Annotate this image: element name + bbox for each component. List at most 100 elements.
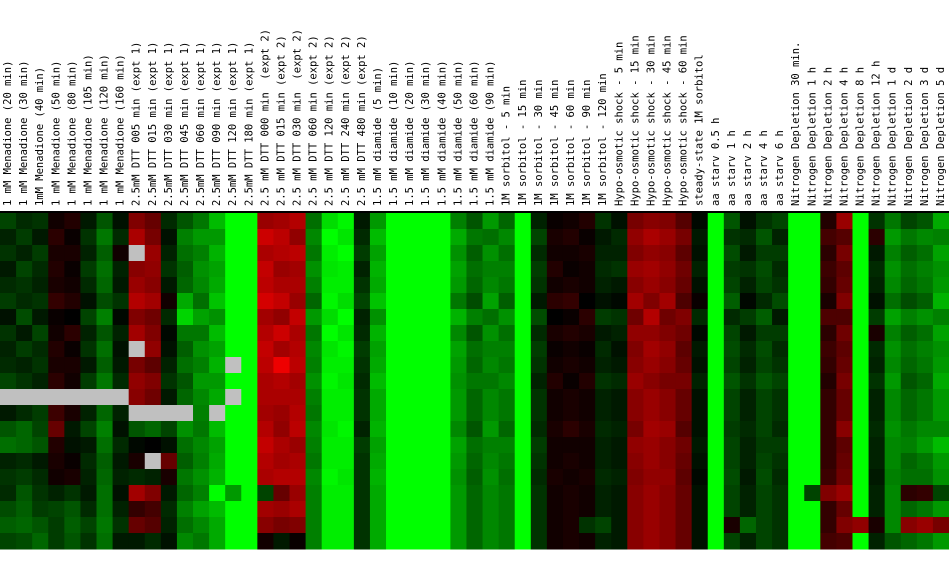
heatmap-cell <box>482 453 500 470</box>
heatmap-cell <box>402 405 419 422</box>
heatmap-cell <box>257 485 274 502</box>
heatmap-cell <box>225 389 242 406</box>
heatmap-cell <box>868 261 886 278</box>
heatmap-cell <box>884 437 902 454</box>
heatmap-cell <box>0 293 17 310</box>
heatmap-cell <box>546 469 564 486</box>
heatmap-cell <box>932 533 949 550</box>
heatmap-cell <box>0 261 17 278</box>
heatmap-cell <box>707 517 725 534</box>
heatmap-cell <box>900 501 918 518</box>
heatmap-cell <box>369 309 387 326</box>
heatmap-cell <box>418 533 435 550</box>
heatmap-cell <box>772 325 789 342</box>
heatmap-cell <box>514 437 532 454</box>
heatmap-cell <box>144 533 162 550</box>
heatmap-cell <box>595 261 612 278</box>
heatmap-cell <box>369 261 387 278</box>
heatmap-cell <box>80 277 98 294</box>
heatmap-cell <box>241 357 258 374</box>
heatmap-cell <box>691 373 709 390</box>
heatmap-cell <box>755 357 773 374</box>
heatmap-cell <box>96 421 114 438</box>
heatmap-cell <box>739 501 757 518</box>
column-label: Nitrogen Depletion 5 d <box>935 67 947 206</box>
heatmap-cell <box>755 533 773 550</box>
heatmap-cell <box>176 309 194 326</box>
heatmap-cell <box>386 421 403 438</box>
column-label: 1 mM Menadione (160 min) <box>115 54 127 206</box>
heatmap-cell <box>900 325 918 342</box>
heatmap-cell <box>64 325 81 342</box>
heatmap-cell <box>820 341 837 358</box>
heatmap-cell <box>884 389 902 406</box>
heatmap-cell <box>80 437 98 454</box>
heatmap-cell <box>386 325 403 342</box>
heatmap-cell <box>530 245 548 262</box>
heatmap-cell <box>273 341 291 358</box>
column-label: 1 mM Menadione (20 min) <box>2 61 14 206</box>
heatmap-cell <box>112 277 130 294</box>
heatmap-cell <box>96 405 114 422</box>
heatmap-cell <box>112 533 130 550</box>
heatmap-cell <box>144 357 162 374</box>
heatmap-cell <box>852 293 870 310</box>
heatmap-cell <box>707 357 725 374</box>
heatmap-cell <box>450 437 467 454</box>
heatmap-cell <box>0 453 17 470</box>
heatmap-cell <box>96 453 114 470</box>
heatmap-cell <box>337 437 355 454</box>
heatmap-cell <box>659 389 677 406</box>
heatmap-cell <box>772 533 789 550</box>
heatmap-cell <box>241 469 258 486</box>
heatmap-cell <box>498 277 516 294</box>
heatmap-cell <box>386 389 403 406</box>
heatmap-cell <box>176 421 194 438</box>
heatmap-cell <box>514 405 532 422</box>
heatmap-cell <box>739 533 757 550</box>
heatmap-cell <box>257 437 274 454</box>
heatmap-cell <box>932 389 949 406</box>
heatmap-cell <box>209 533 226 550</box>
heatmap-cell <box>434 437 451 454</box>
heatmap-cell <box>820 437 837 454</box>
heatmap-cell <box>48 293 65 310</box>
heatmap-cell <box>32 517 49 534</box>
heatmap-cell <box>900 533 918 550</box>
heatmap-cell <box>369 501 387 518</box>
heatmap-cell <box>627 501 644 518</box>
heatmap-cell <box>32 357 49 374</box>
heatmap-cell <box>193 485 210 502</box>
heatmap-cell <box>723 469 741 486</box>
heatmap-cell <box>32 469 49 486</box>
heatmap-cell <box>611 357 628 374</box>
heatmap-cell <box>514 325 532 342</box>
heatmap-cell <box>466 405 484 422</box>
heatmap-cell <box>418 373 435 390</box>
column-label: 1.5 mM diamide (20 min) <box>404 61 416 206</box>
heatmap-cell <box>707 229 725 246</box>
heatmap-cell <box>900 485 918 502</box>
heatmap-cell <box>289 309 307 326</box>
heatmap-cell <box>450 341 467 358</box>
heatmap-cell <box>562 389 580 406</box>
heatmap-cell <box>916 213 934 230</box>
heatmap-cell <box>820 469 837 486</box>
heatmap-cell <box>64 373 81 390</box>
heatmap-cell <box>820 245 837 262</box>
heatmap-cell <box>530 405 548 422</box>
heatmap-cell <box>16 341 33 358</box>
heatmap-cell <box>916 277 934 294</box>
heatmap-cell <box>450 245 467 262</box>
heatmap-cell <box>176 469 194 486</box>
heatmap-cell <box>193 357 210 374</box>
heatmap-cell <box>530 501 548 518</box>
heatmap-cell <box>514 485 532 502</box>
heatmap-cell <box>16 501 33 518</box>
heatmap-cell <box>96 437 114 454</box>
heatmap-cell <box>353 373 371 390</box>
heatmap-cell <box>691 533 709 550</box>
heatmap-cell <box>193 373 210 390</box>
heatmap-cell <box>193 213 210 230</box>
heatmap-cell <box>482 373 500 390</box>
